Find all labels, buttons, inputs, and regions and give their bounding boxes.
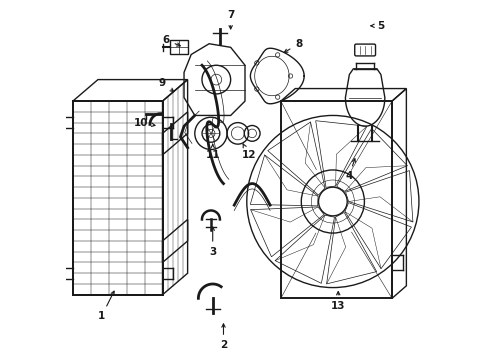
Text: 3: 3: [209, 227, 217, 257]
Text: 4: 4: [345, 159, 355, 181]
Text: 7: 7: [227, 10, 234, 29]
Text: 9: 9: [159, 78, 173, 91]
Text: 10: 10: [134, 118, 155, 128]
Text: 5: 5: [371, 21, 385, 31]
Text: 11: 11: [205, 144, 220, 160]
Text: 13: 13: [331, 292, 345, 311]
Text: 1: 1: [98, 291, 114, 321]
Text: 8: 8: [284, 39, 302, 53]
Text: 2: 2: [220, 324, 227, 350]
Text: 12: 12: [242, 144, 256, 160]
Text: 6: 6: [163, 35, 180, 46]
